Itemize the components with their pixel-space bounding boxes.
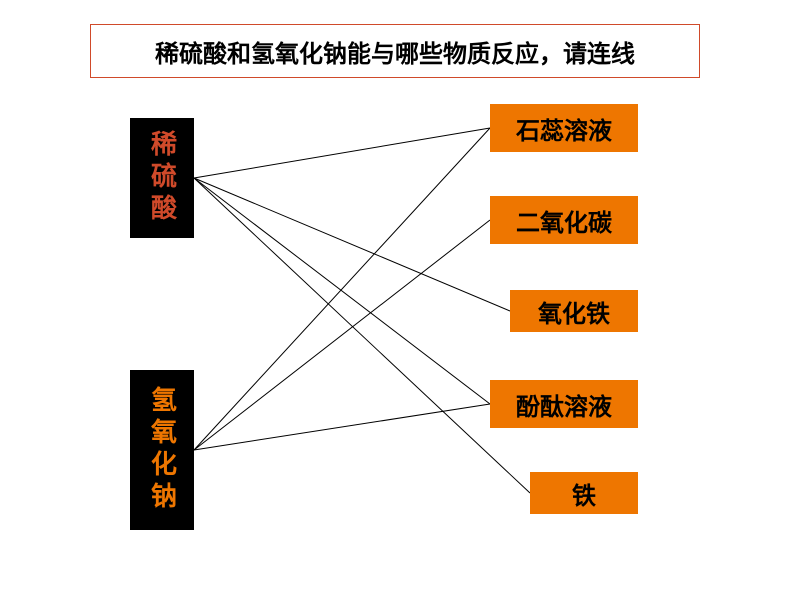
right-node-fe2o3: 氧化铁 [510,290,638,332]
left-node-label: 氢氧化钠 [144,386,181,514]
right-node-co2: 二氧化碳 [490,196,638,244]
right-node-label: 铁 [572,476,596,511]
right-node-label: 酚酞溶液 [516,387,612,422]
connection-lines [0,0,800,600]
left-node-base: 氢氧化钠 [130,370,194,530]
edge-acid-phenol [194,178,490,404]
right-node-fe: 铁 [530,472,638,514]
title-text: 稀硫酸和氢氧化钠能与哪些物质反应，请连线 [155,34,635,69]
edge-acid-fe2o3 [194,178,510,311]
right-node-label: 石蕊溶液 [516,111,612,146]
left-node-label: 稀硫酸 [144,130,181,226]
left-node-acid: 稀硫酸 [130,118,194,238]
right-node-litmus: 石蕊溶液 [490,104,638,152]
right-node-label: 二氧化碳 [516,203,612,238]
edge-base-phenol [194,404,490,450]
edge-acid-litmus [194,128,490,178]
edge-base-co2 [194,220,490,450]
right-node-phenol: 酚酞溶液 [490,380,638,428]
edge-acid-fe [194,178,530,493]
edge-base-litmus [194,128,490,450]
right-node-label: 氧化铁 [538,294,610,329]
title-box: 稀硫酸和氢氧化钠能与哪些物质反应，请连线 [90,24,700,78]
